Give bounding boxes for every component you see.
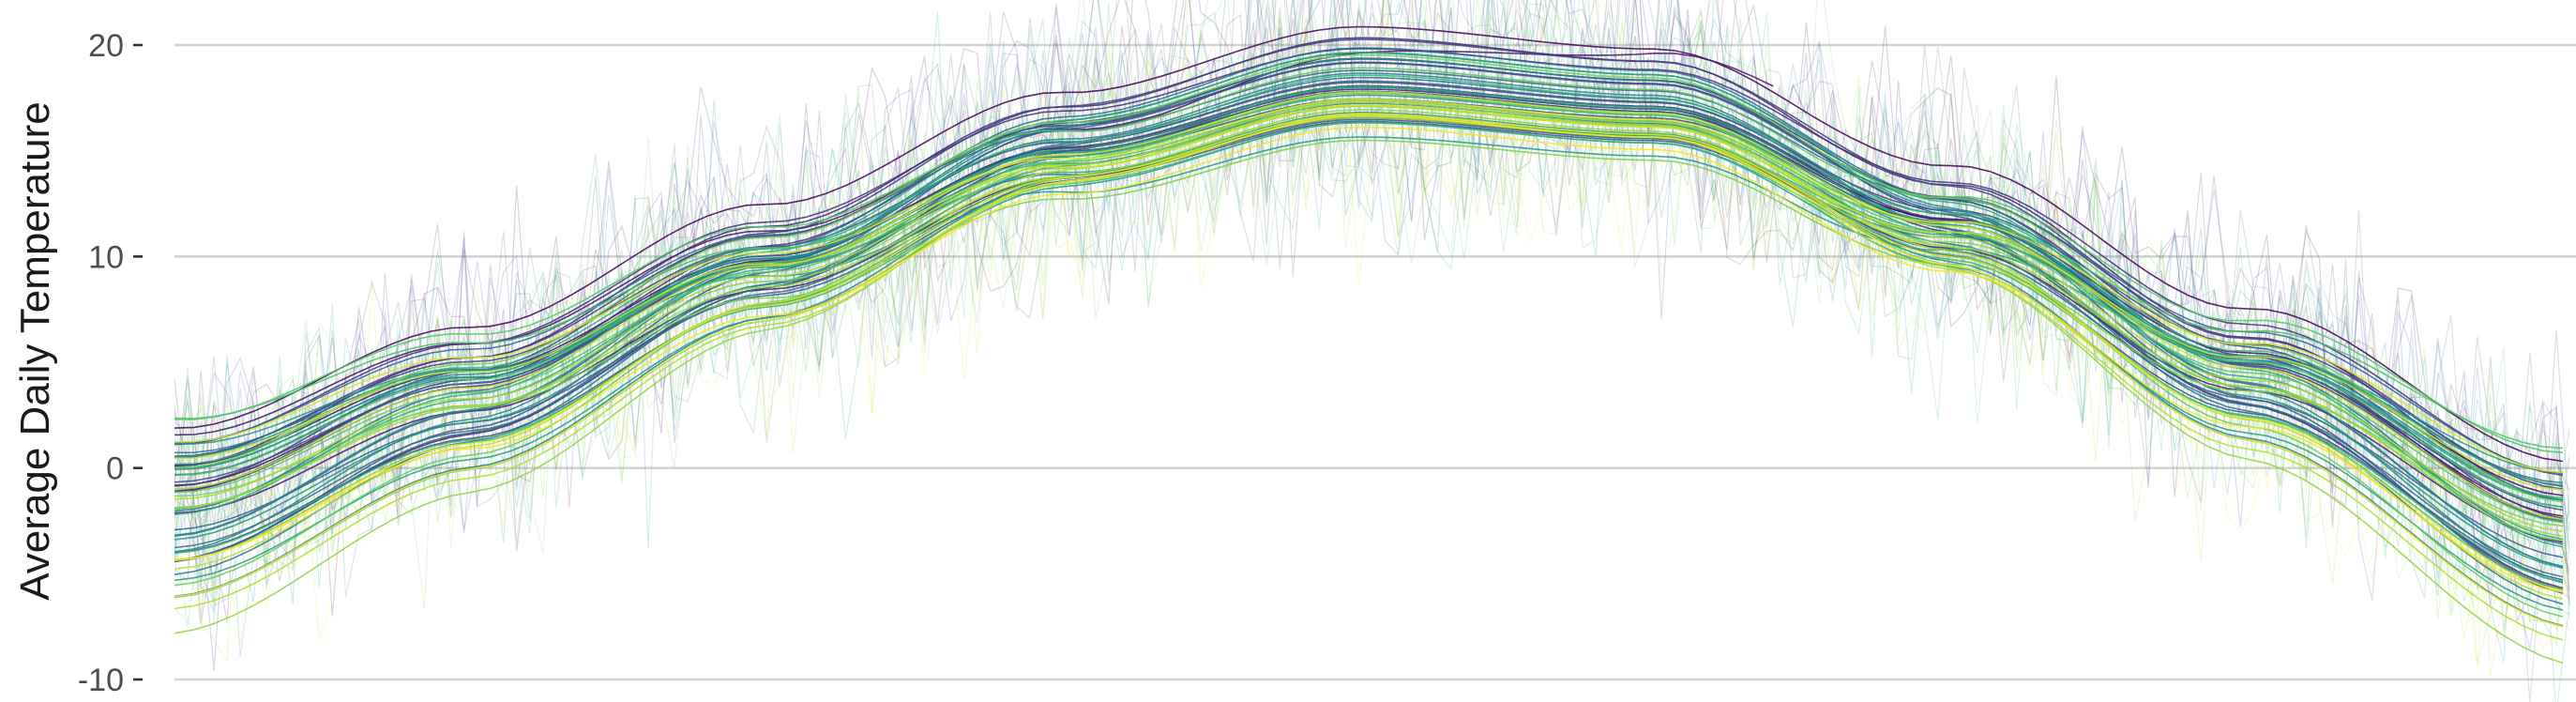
smoothed-series-line bbox=[174, 118, 2564, 558]
smoothed-series-line bbox=[174, 76, 2564, 605]
smoothed-series-line bbox=[174, 116, 2564, 538]
smoothed-series bbox=[174, 25, 2564, 664]
raw-series-line bbox=[174, 0, 2570, 702]
smoothed-series-line bbox=[174, 37, 2564, 501]
smoothed-series-line bbox=[174, 38, 2564, 520]
smoothed-series-line bbox=[174, 94, 2564, 570]
raw-series-line bbox=[174, 0, 2570, 702]
y-tick-label: -10 bbox=[78, 663, 124, 698]
smoothed-series-line bbox=[174, 99, 2564, 532]
raw-series-line bbox=[174, 0, 2570, 672]
y-tick-label: 0 bbox=[106, 451, 124, 487]
smoothed-series-line bbox=[174, 91, 2564, 521]
raw-series-line bbox=[174, 9, 2570, 671]
smoothed-series-line bbox=[174, 139, 2564, 527]
smoothed-series-line bbox=[174, 113, 2564, 592]
smoothed-series-line bbox=[174, 114, 2564, 628]
smoothed-series-line bbox=[174, 25, 2564, 463]
y-axis-title: Average Daily Temperature bbox=[12, 101, 58, 601]
raw-series-line bbox=[174, 0, 2570, 632]
smoothed-series-line bbox=[174, 109, 2564, 664]
raw-series-line bbox=[174, 0, 2570, 548]
smoothed-series-line bbox=[174, 62, 2564, 568]
raw-series-line bbox=[174, 0, 2570, 633]
raw-series-line bbox=[174, 0, 2570, 597]
smoothed-series-line bbox=[174, 85, 2564, 541]
smoothed-series-line bbox=[174, 111, 2564, 627]
smoothed-series-line bbox=[174, 67, 2564, 454]
smoothed-series-line bbox=[174, 74, 2564, 499]
smoothed-series-line bbox=[174, 98, 2564, 474]
raw-series-line bbox=[174, 0, 2570, 596]
raw-series-line bbox=[174, 0, 2570, 678]
y-tick-label: 10 bbox=[88, 239, 124, 275]
grid-lines bbox=[174, 43, 2576, 681]
smoothed-series-line bbox=[174, 126, 2564, 593]
raw-series-line bbox=[174, 0, 2570, 615]
smoothed-series-line bbox=[174, 114, 2564, 641]
smoothed-series-line bbox=[174, 105, 2564, 491]
y-axis: -10 0 10 20 bbox=[78, 28, 143, 698]
smoothed-series-line bbox=[174, 85, 2564, 522]
y-tick-label: 20 bbox=[88, 28, 124, 64]
